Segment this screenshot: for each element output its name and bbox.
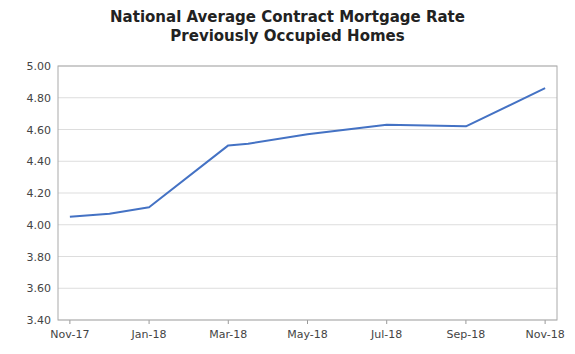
x-tick-label: Nov-18	[526, 328, 565, 341]
grid-line	[58, 161, 557, 162]
grid-line	[58, 97, 557, 98]
y-tick-label: 3.60	[27, 282, 52, 295]
grid-line	[58, 129, 557, 130]
x-tick	[545, 320, 546, 324]
grid-line	[58, 256, 557, 257]
grid-line	[58, 193, 557, 194]
chart: National Average Contract Mortgage RateP…	[0, 0, 575, 354]
data-line	[70, 88, 545, 217]
x-tick	[69, 320, 70, 324]
x-tick	[386, 320, 387, 324]
plot-area	[70, 88, 545, 217]
title-line: National Average Contract Mortgage Rate	[110, 8, 465, 26]
y-tick-label: 3.80	[27, 251, 52, 264]
x-tick	[149, 320, 150, 324]
grid-line	[58, 288, 557, 289]
x-tick-label: Sep-18	[447, 328, 486, 341]
x-tick-label: Jan-18	[131, 328, 167, 341]
x-tick-label: May-18	[287, 328, 328, 341]
plot-frame	[58, 66, 557, 320]
y-tick-label: 4.20	[27, 187, 52, 200]
title: National Average Contract Mortgage RateP…	[110, 8, 465, 45]
x-tick	[307, 320, 308, 324]
title-line: Previously Occupied Homes	[170, 27, 404, 45]
y-tick-label: 3.40	[27, 314, 52, 327]
y-tick-label: 4.00	[27, 219, 52, 232]
x-tick	[228, 320, 229, 324]
x-tick-label: Nov-17	[50, 328, 89, 341]
y-tick-label: 4.80	[27, 92, 52, 105]
y-tick-label: 4.60	[27, 124, 52, 137]
x-tick-label: Jul-18	[370, 328, 402, 341]
x-tick	[465, 320, 466, 324]
grid-line	[58, 224, 557, 225]
y-tick-label: 5.00	[27, 60, 52, 73]
y-tick-label: 4.40	[27, 155, 52, 168]
x-tick-label: Mar-18	[209, 328, 247, 341]
